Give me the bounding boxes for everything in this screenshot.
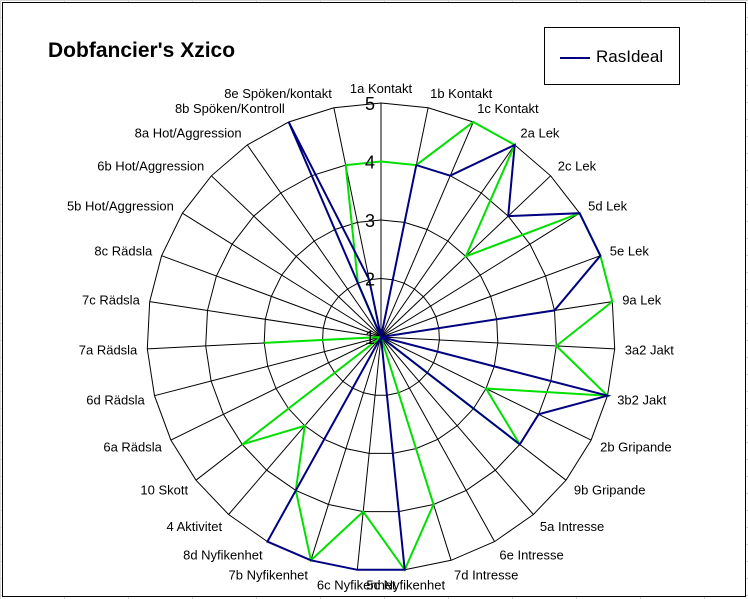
category-label: 6c Nyfikenhet bbox=[317, 578, 396, 593]
category-label: 8e Spöken/kontakt bbox=[224, 86, 332, 101]
category-label: 8d Nyfikenhet bbox=[183, 548, 263, 563]
category-label: 7a Rädsla bbox=[79, 343, 138, 358]
radial-tick-label: 2 bbox=[365, 270, 375, 290]
spoke-17 bbox=[356, 336, 382, 570]
category-label: 6e Intresse bbox=[499, 548, 563, 563]
category-label: 8c Rädsla bbox=[94, 244, 153, 259]
category-label: 5a Intresse bbox=[540, 519, 604, 534]
spoke-18 bbox=[310, 336, 382, 561]
category-label: 5e Lek bbox=[610, 244, 650, 259]
radial-tick-label: 1 bbox=[365, 328, 375, 348]
spoke-6 bbox=[380, 212, 580, 338]
series-line-series-2 bbox=[241, 120, 614, 572]
category-label: 1b Kontakt bbox=[430, 86, 493, 101]
spoke-27 bbox=[182, 212, 382, 338]
radial-tick-label: 3 bbox=[365, 211, 375, 231]
grid-ring-4 bbox=[205, 160, 557, 513]
category-label: 1a Kontakt bbox=[350, 81, 413, 96]
legend-label-rasideal: RasIdeal bbox=[596, 47, 664, 66]
spoke-26 bbox=[161, 255, 382, 338]
spoke-23 bbox=[154, 336, 382, 397]
spoke-28 bbox=[211, 175, 382, 338]
spoke-7 bbox=[380, 255, 601, 338]
chart-title: Dobfancier's Xzico bbox=[48, 39, 236, 62]
spoke-29 bbox=[246, 144, 382, 338]
category-label: 2c Lek bbox=[558, 158, 597, 173]
category-label: 6d Rädsla bbox=[86, 392, 145, 407]
category-label: 5b Hot/Aggression bbox=[67, 198, 174, 213]
category-label: 2a Lek bbox=[520, 126, 560, 141]
category-label: 2b Gripande bbox=[600, 440, 672, 455]
category-label: 7b Nyfikenhet bbox=[229, 568, 309, 583]
category-label: 7c Rädsla bbox=[82, 292, 141, 307]
spoke-9 bbox=[380, 336, 615, 350]
category-label: 5d Lek bbox=[588, 198, 628, 213]
category-label: 3a2 Jakt bbox=[625, 343, 675, 358]
category-label: 8a Hot/Aggression bbox=[135, 126, 242, 141]
legend-marker-rasideal bbox=[560, 57, 590, 59]
spoke-13 bbox=[380, 336, 534, 515]
spoke-14 bbox=[380, 336, 496, 542]
spoke-4 bbox=[380, 144, 516, 338]
category-label: 7d Intresse bbox=[454, 568, 518, 583]
spoke-22 bbox=[170, 336, 382, 441]
category-label: 4 Aktivitet bbox=[166, 519, 222, 534]
category-label: 9b Gripande bbox=[574, 482, 646, 497]
radial-tick-label: 4 bbox=[365, 153, 375, 173]
category-label: 6b Hot/Aggression bbox=[97, 158, 204, 173]
grid-ring-2 bbox=[322, 277, 440, 396]
category-label: 1c Kontakt bbox=[477, 101, 539, 116]
category-label: 9a Lek bbox=[622, 292, 662, 307]
spoke-25 bbox=[149, 301, 382, 338]
grid-ring-3 bbox=[263, 219, 499, 454]
spoke-3 bbox=[380, 121, 474, 338]
legend[interactable]: RasIdeal bbox=[544, 27, 680, 85]
series-line-rasideal bbox=[265, 121, 612, 571]
radial-tick-label: 5 bbox=[365, 94, 375, 114]
category-label: 8b Spöken/Kontroll bbox=[175, 101, 285, 116]
category-label: 5c Nyfikenhet bbox=[366, 578, 445, 593]
category-label: 10 Skott bbox=[140, 482, 188, 497]
category-label: 6a Rädsla bbox=[103, 440, 162, 455]
category-label: 3b2 Jakt bbox=[617, 392, 667, 407]
